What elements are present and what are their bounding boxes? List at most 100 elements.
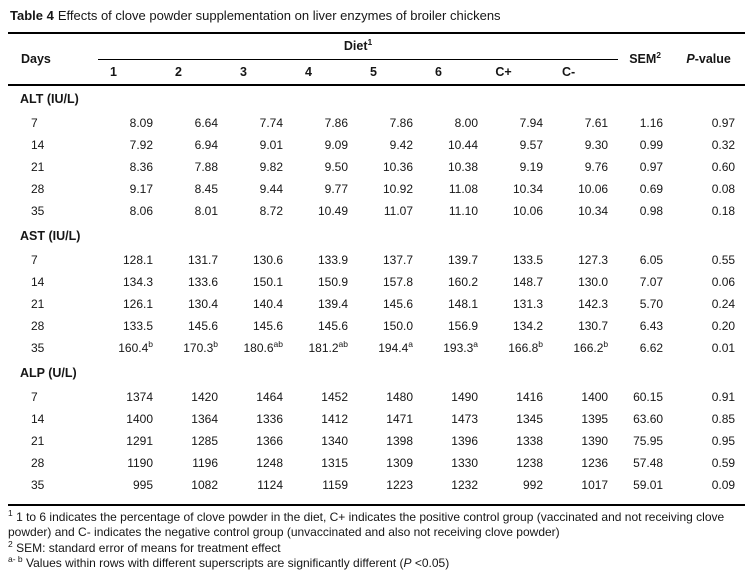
value-cell: 7.94 [519,116,543,130]
value-cell: 1336 [256,412,283,426]
value-cell: 10.06 [578,182,609,196]
value-cell: 9.76 [584,160,609,174]
value-cell: 9.50 [324,160,348,174]
day-cell: 21 [31,160,45,174]
table-row: 35 995 1082 1124 1159 1223 1232 992 1017 59.01 0.0… [8,474,745,496]
value-cell: 10.36 [382,160,413,174]
day-cell: 7 [31,390,38,404]
sem-cell: 75.95 [633,434,664,448]
pvalue-cell: 0.91 [711,390,736,404]
value-cell: 9.17 [129,182,153,196]
value-cell: 1315 [321,456,348,470]
value-cell: 11.07 [383,204,413,218]
footnote-superscripts: a- b Values within rows with different s… [8,553,748,571]
value-cell: 8.01 [194,204,218,218]
section-header-row: AST (IU/L) [8,222,745,249]
section-label: ALT (IU/L) [20,92,79,106]
value-cell: 150.9 [317,275,348,289]
value-cell: 131.3 [512,297,543,311]
footnote-1-text: 1 to 6 indicates the percentage of clove… [8,510,725,540]
day-cell: 28 [31,319,45,333]
value-cell: 133.9 [317,253,348,267]
value-cell: 139.4 [317,297,348,311]
value-cell: 150.0 [382,319,413,333]
value-cell: 1452 [321,390,348,404]
pvalue-cell: 0.08 [711,182,736,196]
value-cell: 9.30 [584,138,609,152]
column-header-days: Days [8,33,98,86]
day-cell: 28 [31,456,45,470]
table-row: 28 133.5 145.6 145.6 145.6 150.0 156.9 134.2 130… [8,315,745,337]
day-cell: 14 [31,138,45,152]
value-cell: 134.2 [512,319,543,333]
value-cell: 992 [522,478,543,492]
value-cell: 1364 [191,412,218,426]
value-cell: 1374 [126,390,153,404]
diet-column-header: 5 [358,59,423,86]
value-cell: 8.09 [129,116,153,130]
value-cell: 9.42 [389,138,413,152]
footnote-3-pre: Values within rows with different supers… [26,555,404,570]
value-cell: 166.2b [573,339,609,355]
value-cell: 1232 [451,478,478,492]
value-cell: 10.34 [512,182,543,196]
diet-column-header: 2 [163,59,228,86]
diet-column-header: 6 [423,59,488,86]
value-cell: 995 [132,478,153,492]
value-cell: 1480 [386,390,413,404]
pvalue-italic-p: P [686,52,695,66]
sem-cell: 6.43 [639,319,664,333]
value-cell: 10.49 [317,204,348,218]
pvalue-cell: 0.18 [711,204,736,218]
value-cell: 157.8 [382,275,413,289]
value-cell: 145.6 [317,319,348,333]
value-cell: 1236 [581,456,609,470]
value-cell: 181.2ab [308,339,349,355]
value-cell: 9.09 [324,138,348,152]
table-row: 14 134.3 133.6 150.1 150.9 157.8 160.2 148.7 130… [8,271,745,293]
value-cell: 1416 [516,390,543,404]
value-cell: 137.7 [382,253,413,267]
value-cell: 1471 [386,412,413,426]
value-cell: 145.6 [382,297,413,311]
section-label: ALP (U/L) [20,365,77,380]
value-cell: 1473 [451,412,478,426]
sem-cell: 7.07 [639,275,664,289]
footnote-3-sup: a- b [8,553,23,564]
value-cell: 1338 [516,434,543,448]
table-row: 7 1374 1420 1464 1452 1480 1490 1416 1400 60.15 0.… [8,386,745,408]
value-cell: 9.82 [259,160,283,174]
footnotes: 1 1 to 6 indicates the percentage of clo… [8,509,748,571]
pvalue-rest: -value [694,52,731,66]
day-cell: 21 [31,297,45,311]
sem-cell: 6.62 [639,341,664,355]
value-cell: 8.45 [194,182,218,196]
diet-column-header: 3 [228,59,293,86]
day-cell: 28 [31,182,45,196]
results-table: Days Diet1 SEM2 P-value 1 2 3 4 5 6 C+ C- ALT (… [8,32,746,506]
section-header-row: ALP (U/L) [8,359,745,386]
diet-group-label: Diet [343,39,368,54]
sem-cell: 5.70 [639,297,664,311]
pvalue-cell: 0.06 [711,275,736,289]
table-row: 14 1400 1364 1336 1412 1471 1473 1345 1395 63.60 0… [8,408,745,430]
pvalue-cell: 0.01 [711,341,736,355]
value-cell: 10.38 [447,160,478,174]
footnote-diet: 1 1 to 6 indicates the percentage of clo… [8,509,748,541]
value-cell: 10.44 [447,138,478,152]
value-cell: 148.1 [447,297,478,311]
table-body: ALT (IU/L) 7 8.09 6.64 7.74 7.86 7.86 8.00 7.94 7… [8,85,745,505]
table-bottom-spacer [8,496,745,505]
value-cell: 1159 [322,478,348,492]
pvalue-cell: 0.97 [711,116,736,130]
value-cell: 148.7 [512,275,543,289]
pvalue-cell: 0.09 [711,478,736,492]
sem-cell: 63.60 [633,412,664,426]
value-cell: 150.1 [252,275,283,289]
section-header-row: ALT (IU/L) [8,85,745,112]
value-cell: 133.5 [512,253,543,267]
footnote-sem: 2 SEM: standard error of means for treat… [8,539,748,556]
pvalue-cell: 0.20 [711,319,736,333]
value-cell: 6.64 [194,116,218,130]
value-cell: 7.61 [584,116,609,130]
